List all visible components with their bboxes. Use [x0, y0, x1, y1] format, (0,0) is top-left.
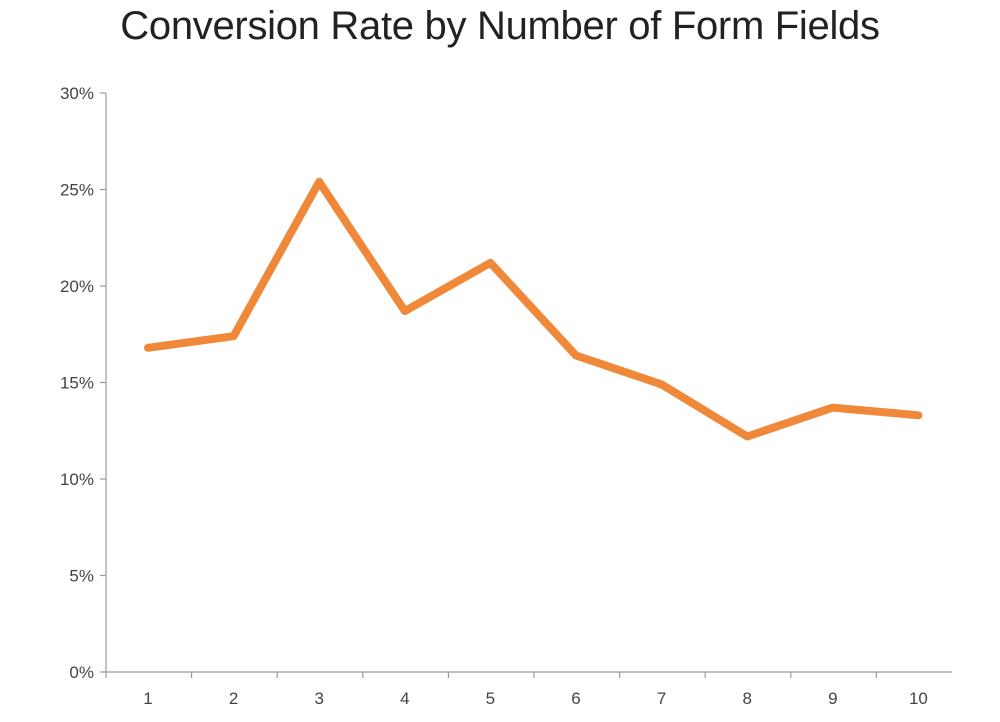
- x-tick-label: 9: [828, 689, 837, 708]
- x-tick-label: 1: [143, 689, 152, 708]
- y-axis-ticks: 0% 5% 10% 15% 20% 25% 30%: [60, 84, 106, 682]
- x-tick-label: 8: [742, 689, 751, 708]
- y-tick-label: 20%: [60, 277, 94, 296]
- x-tick-label: 5: [486, 689, 495, 708]
- y-tick-label: 10%: [60, 470, 94, 489]
- series-group: [144, 177, 923, 441]
- x-tick-label: 2: [229, 689, 238, 708]
- y-tick-label: 0%: [69, 663, 94, 682]
- x-tick-label: 7: [657, 689, 666, 708]
- y-tick-label: 15%: [60, 374, 94, 393]
- x-tick-label: 4: [400, 689, 409, 708]
- y-tick-label: 25%: [60, 181, 94, 200]
- axes: [105, 93, 952, 673]
- y-tick-label: 30%: [60, 84, 94, 103]
- series-line: [144, 177, 923, 441]
- x-tick-label: 6: [571, 689, 580, 708]
- y-tick-label: 5%: [69, 567, 94, 586]
- chart-title: Conversion Rate by Number of Form Fields: [120, 4, 880, 48]
- x-tick-label: 3: [314, 689, 323, 708]
- x-tick-label: 10: [909, 689, 928, 708]
- x-axis-ticks: 1 2 3 4 5 6 7 8 9 10: [105, 672, 928, 708]
